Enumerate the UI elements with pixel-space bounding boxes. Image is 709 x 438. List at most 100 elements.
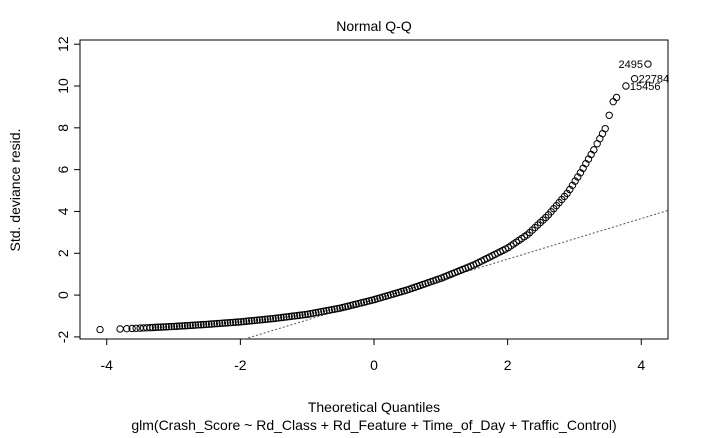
y-tick-label: 4 — [55, 207, 71, 215]
x-tick-label: 4 — [637, 357, 645, 373]
data-point — [288, 312, 296, 320]
data-point — [213, 319, 221, 328]
y-tick-label: 8 — [55, 124, 71, 132]
data-point — [197, 321, 205, 329]
data-point — [277, 313, 285, 322]
data-point — [322, 306, 331, 315]
data-point — [644, 60, 652, 68]
data-point — [253, 316, 261, 324]
data-point — [612, 93, 621, 102]
data-point — [242, 317, 251, 325]
y-tick-label: 12 — [55, 36, 71, 52]
y-axis-label: Std. deviance resid. — [7, 129, 23, 252]
data-point — [601, 124, 609, 133]
data-point — [298, 311, 307, 319]
data-point — [96, 325, 104, 334]
data-point — [167, 322, 176, 331]
data-point — [590, 146, 598, 154]
data-point — [250, 316, 259, 325]
data-point — [207, 320, 216, 328]
x-axis: -4 -2 0 2 4 — [101, 339, 645, 373]
data-point — [264, 315, 272, 323]
data-point — [240, 317, 248, 326]
data-point — [317, 307, 325, 316]
data-point — [215, 319, 224, 328]
data-point — [304, 310, 312, 318]
data-point — [146, 323, 154, 332]
data-point — [191, 321, 200, 329]
data-point — [149, 323, 157, 332]
data-point — [333, 304, 341, 313]
data-point — [261, 315, 269, 324]
data-point — [157, 323, 165, 331]
data-point — [183, 321, 192, 330]
data-point — [605, 111, 613, 119]
point-label: 2495 — [618, 59, 642, 71]
data-point — [181, 322, 189, 330]
data-point — [312, 308, 320, 317]
data-point — [154, 323, 162, 331]
data-point — [274, 314, 283, 322]
data-point — [285, 312, 293, 321]
chart-title: Normal Q-Q — [336, 18, 412, 34]
data-point — [293, 311, 301, 320]
data-point — [309, 309, 317, 317]
data-point — [258, 315, 267, 324]
data-point — [234, 318, 243, 326]
data-point — [269, 314, 277, 323]
data-point — [165, 322, 173, 331]
y-tick-label: 2 — [55, 249, 71, 257]
data-point — [325, 306, 333, 314]
data-point — [622, 82, 630, 90]
data-point — [132, 324, 140, 332]
data-point — [609, 97, 617, 106]
data-point — [199, 320, 208, 329]
data-point — [202, 320, 210, 329]
data-point — [314, 308, 323, 316]
data-point — [290, 312, 299, 320]
data-point — [173, 322, 181, 330]
y-tick-label: 6 — [55, 166, 71, 174]
point-label: 22784 — [639, 74, 670, 86]
data-point — [175, 322, 184, 330]
data-point — [280, 313, 288, 321]
data-point — [630, 74, 639, 83]
y-axis: -2 0 2 4 6 8 10 12 — [55, 36, 80, 343]
y-tick-label: 10 — [55, 78, 71, 94]
data-point — [272, 314, 280, 322]
data-point — [296, 311, 304, 319]
x-axis-label: Theoretical Quantiles — [308, 399, 440, 415]
data-point — [256, 316, 264, 324]
data-point — [223, 319, 232, 327]
data-point — [189, 321, 197, 329]
data-point — [237, 318, 245, 326]
data-point — [336, 304, 344, 312]
data-points — [96, 60, 652, 334]
data-point — [178, 322, 186, 330]
y-tick-label: 0 — [55, 291, 71, 299]
data-point — [123, 324, 131, 333]
data-point — [159, 323, 168, 331]
x-tick-label: -4 — [101, 357, 114, 373]
x-tick-label: 2 — [504, 357, 512, 373]
data-point — [248, 317, 256, 325]
data-point — [170, 322, 178, 331]
data-point — [151, 323, 160, 332]
data-point — [162, 323, 170, 331]
data-point — [301, 310, 309, 319]
x-tick-label: -2 — [234, 357, 247, 373]
plot-frame — [79, 39, 669, 340]
data-point — [218, 319, 227, 327]
data-point — [116, 325, 124, 333]
data-point — [328, 305, 336, 314]
data-point — [205, 320, 213, 328]
data-point — [330, 305, 339, 313]
data-point — [231, 318, 240, 326]
data-point — [194, 321, 202, 329]
data-point — [221, 319, 229, 327]
data-point — [320, 307, 328, 315]
data-point — [226, 318, 235, 327]
data-point — [266, 315, 275, 323]
point-label: 15456 — [630, 81, 661, 93]
